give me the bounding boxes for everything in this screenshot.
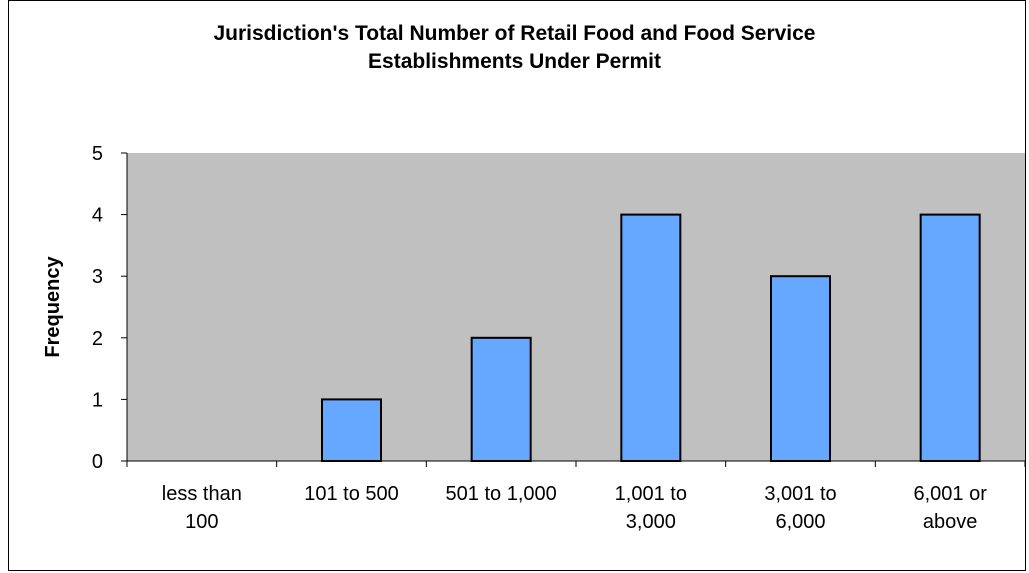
x-tick-label: 501 to 1,000 [446,483,557,505]
y-tick-label: 4 [92,205,103,227]
x-tick-labels: less than 100 101 to 500 501 to 1,000 1,001 … [162,483,987,533]
bars-group [321,213,981,463]
y-tick-labels: 0 1 2 3 4 5 [92,143,103,473]
chart-title: Jurisdiction's Total Number of Retail Fo… [213,22,816,73]
x-tick-label: less than 100 [162,483,242,533]
x-tick-label: 101 to 500 [304,483,399,505]
y-axis-title: Frequency [42,256,64,358]
bar [321,398,382,462]
axes-group [121,152,1026,467]
y-tick-label: 0 [92,451,103,473]
plot-area [127,153,1025,461]
x-tick-label: 1,001 to 3,000 [615,483,687,533]
x-tick-label: 6,001 or above [913,483,987,533]
bar [770,275,831,463]
y-tick-label: 3 [92,266,103,288]
x-tick-label: 3,001 to 6,000 [764,483,836,533]
y-tick-label: 5 [92,143,103,165]
y-tick-label: 1 [92,389,103,411]
y-tick-label: 2 [92,328,103,350]
bar [470,336,532,462]
bar [919,213,981,462]
bar [620,213,682,462]
